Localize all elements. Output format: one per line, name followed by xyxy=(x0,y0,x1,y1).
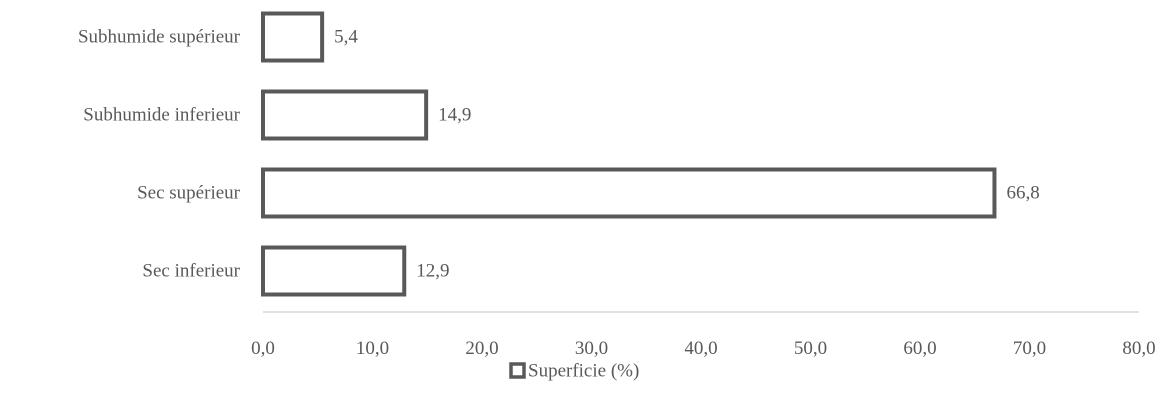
data-label: 12,9 xyxy=(416,261,449,282)
legend: Superficie (%) xyxy=(509,361,639,382)
data-label: 5,4 xyxy=(334,27,358,48)
bar xyxy=(261,11,325,63)
x-tick-label: 20,0 xyxy=(465,338,498,359)
legend-label: Superficie (%) xyxy=(528,361,639,382)
axis-layer: 0,0 10,0 20,0 30,0 40,0 50,0 60,0 70,0 80,0 xyxy=(251,311,1156,359)
category-label: Sec supérieur xyxy=(137,183,241,204)
data-label: 66,8 xyxy=(1006,183,1039,204)
bar xyxy=(261,89,429,141)
category-label: Sec inferieur xyxy=(142,261,240,282)
x-tick-label: 10,0 xyxy=(356,338,389,359)
x-tick-label: 30,0 xyxy=(575,338,608,359)
bar xyxy=(261,245,407,297)
data-label: 14,9 xyxy=(438,105,471,126)
x-tick-label: 0,0 xyxy=(251,338,275,359)
x-tick-label: 40,0 xyxy=(684,338,717,359)
legend-swatch xyxy=(509,362,526,379)
bar xyxy=(261,167,997,219)
bars-layer: Subhumide supérieur 5,4 Subhumide inferieu… xyxy=(78,11,1040,297)
category-label: Subhumide inferieur xyxy=(83,105,240,126)
x-tick-label: 70,0 xyxy=(1013,338,1046,359)
x-tick-label: 50,0 xyxy=(794,338,827,359)
category-label: Subhumide supérieur xyxy=(78,27,241,48)
x-tick-label: 60,0 xyxy=(903,338,936,359)
x-tick-label: 80,0 xyxy=(1122,338,1155,359)
